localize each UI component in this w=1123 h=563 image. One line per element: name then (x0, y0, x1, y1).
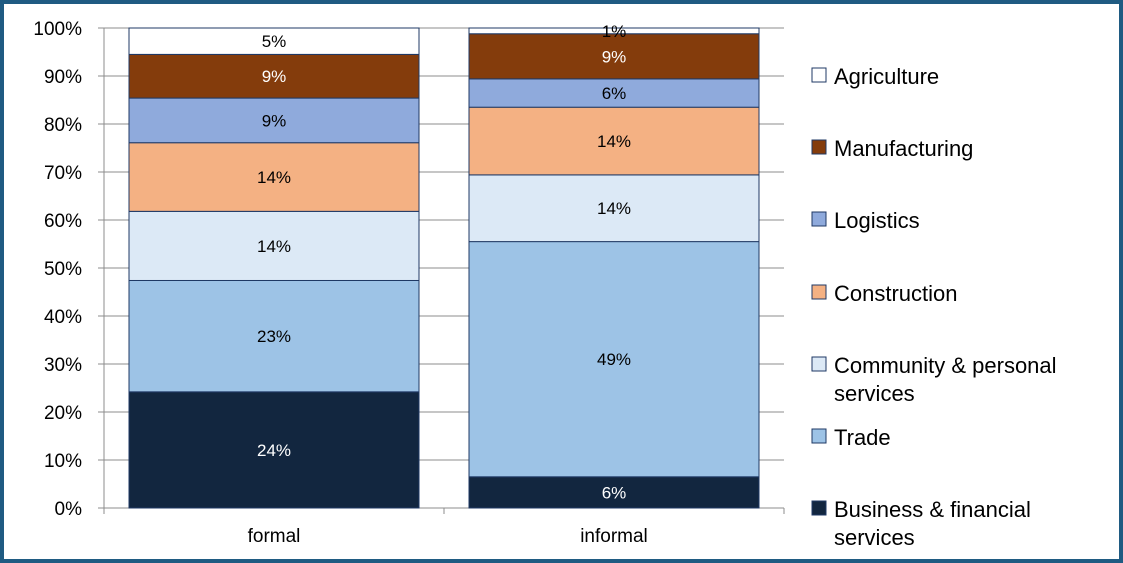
legend-label: Logistics (834, 208, 920, 233)
y-tick-label: 20% (44, 403, 82, 424)
bar-segment (468, 27, 760, 35)
bar-segment (128, 142, 420, 212)
y-tick-label: 40% (44, 307, 82, 328)
legend-swatch (811, 211, 827, 227)
legend-label: Community & personal (834, 353, 1057, 378)
legend-swatch (811, 139, 827, 155)
legend-label: services (834, 381, 915, 406)
data-label: 6% (602, 84, 627, 103)
bar-segment (468, 106, 760, 176)
data-label: 14% (597, 132, 631, 151)
legend-label: Business & financial (834, 497, 1031, 522)
y-tick-label: 90% (44, 67, 82, 88)
x-category-label: formal (248, 526, 301, 547)
data-label: 24% (257, 441, 291, 460)
y-tick-label: 80% (44, 115, 82, 136)
bar-segment (128, 27, 420, 55)
legend-label: services (834, 525, 915, 550)
y-tick-label: 0% (55, 499, 83, 520)
data-label: 5% (262, 32, 287, 51)
bar-segment (468, 78, 760, 108)
legend-label: Manufacturing (834, 136, 973, 161)
y-tick-label: 30% (44, 355, 82, 376)
legend-swatch (811, 428, 827, 444)
legend-swatch (811, 500, 827, 516)
stacked-bar-chart: 0% 10% 20% 30% 40% 50% 60% 70% 80% 90% 100% 24% 23% 1… (33, 19, 1057, 550)
bar-segment (468, 174, 760, 243)
data-label: 14% (257, 237, 291, 256)
legend-label: Agriculture (834, 64, 939, 89)
data-label: 6% (602, 483, 627, 502)
bar-segment (468, 33, 760, 80)
legend-label: Trade (834, 425, 891, 450)
legend-swatch (811, 284, 827, 300)
y-tick-label: 60% (44, 211, 82, 232)
data-label: 1% (602, 22, 627, 41)
data-label: 49% (597, 350, 631, 369)
bar-segment (128, 279, 420, 393)
data-label: 14% (257, 168, 291, 187)
legend-swatch (811, 356, 827, 372)
y-tick-label: 100% (33, 19, 82, 40)
data-label: 9% (602, 47, 627, 66)
y-tick-label: 10% (44, 451, 82, 472)
data-label: 14% (597, 199, 631, 218)
bar-segment (128, 53, 420, 99)
x-category-label: informal (580, 526, 648, 547)
bar-segment (128, 97, 420, 144)
bar-segment (468, 241, 760, 478)
legend-label: Construction (834, 281, 958, 306)
y-tick-label: 70% (44, 163, 82, 184)
data-label: 23% (257, 327, 291, 346)
data-label: 9% (262, 67, 287, 86)
legend-swatch (811, 67, 827, 83)
data-label: 9% (262, 111, 287, 130)
bar-segment (128, 210, 420, 281)
bar-segment (128, 391, 420, 509)
y-tick-label: 50% (44, 259, 82, 280)
